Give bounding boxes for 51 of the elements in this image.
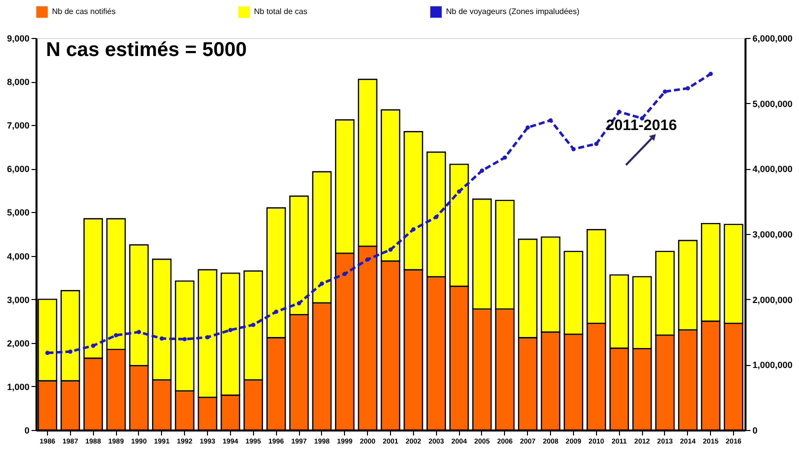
y-tick-label: 1,000: [6, 382, 30, 392]
point: [91, 344, 96, 348]
point: [548, 118, 553, 122]
point: [434, 214, 438, 220]
point: [205, 335, 210, 340]
point: [708, 72, 713, 76]
point: [594, 142, 598, 146]
point: [114, 333, 118, 338]
y-tick-label: 7,000: [6, 120, 30, 131]
point: [456, 189, 462, 194]
y-tick-label: 8,000: [6, 77, 30, 88]
point: [296, 301, 302, 306]
point: [342, 272, 347, 276]
point: [182, 337, 187, 342]
y2-tick-label: 6,000,000: [752, 34, 793, 44]
point: [136, 330, 142, 334]
annotation: 2011-2016: [606, 117, 677, 134]
y-tick-label: 0: [24, 426, 30, 436]
point: [662, 89, 668, 94]
point: [502, 155, 507, 160]
point: [411, 227, 416, 232]
point: [526, 125, 530, 130]
y2-tick-label: 3,000,000: [752, 230, 793, 240]
point: [480, 168, 484, 173]
y-tick-label: 6,000: [6, 164, 30, 174]
point: [388, 248, 393, 252]
y-tick-label: 5,000: [6, 208, 30, 218]
point: [160, 336, 164, 341]
y-tick-label: 2,000: [6, 338, 30, 348]
annotation: N cas estimés = 5000: [46, 39, 247, 61]
legend-label: Nb de cas notifiés: [52, 7, 116, 16]
y2-tick-label: 0: [752, 426, 758, 436]
point: [251, 322, 256, 327]
y2-tick-label: 1,000,000: [752, 360, 793, 370]
y-tick-label: 9,000: [6, 34, 30, 44]
y-tick-label: 4,000: [6, 251, 30, 262]
y-tick-label: 3,000: [6, 294, 30, 305]
point: [228, 328, 233, 332]
legend-label: Nb de voyageurs (Zones impaludées): [446, 7, 580, 16]
point: [686, 86, 690, 90]
point: [68, 349, 72, 354]
point: [617, 110, 622, 114]
y2-tick-label: 5,000,000: [752, 98, 793, 109]
point: [366, 257, 370, 262]
point: [45, 350, 50, 356]
y2-tick-label: 2,000,000: [752, 294, 793, 305]
point: [320, 282, 324, 286]
legend-label: Nb total de cas: [254, 7, 308, 16]
y2-tick-label: 4,000,000: [752, 164, 793, 174]
point: [571, 146, 576, 152]
point: [274, 310, 278, 314]
